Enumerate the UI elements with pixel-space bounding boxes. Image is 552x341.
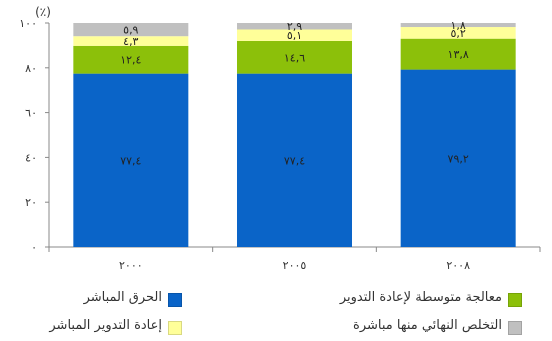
- legend-label: إعادة التدوير المباشر: [49, 318, 162, 333]
- legend-swatch: [508, 321, 522, 335]
- bar-segment: [73, 45, 189, 74]
- x-tick-label: ٢٠٠٥: [283, 259, 307, 272]
- x-tick-label: ٢٠٠٨: [446, 259, 470, 272]
- legend-label: التخلص النهائي منها مباشرة: [353, 318, 502, 333]
- legend-item: التخلص النهائي منها مباشرة: [352, 316, 522, 336]
- bar-segment: [237, 23, 352, 30]
- y-tick-label: ٠: [31, 241, 37, 254]
- data-label: ٢,٩: [287, 20, 302, 33]
- bar-segment: [400, 38, 516, 70]
- bar-segment: [237, 40, 352, 74]
- legend-swatch: [168, 293, 182, 307]
- data-label: ٥,٢: [451, 27, 466, 40]
- data-label: ٧٧,٤: [120, 154, 141, 167]
- bar-segment: [73, 73, 189, 248]
- bar-segment: [73, 36, 189, 46]
- bar-segment: [73, 23, 189, 37]
- data-label: ٤,٣: [123, 35, 138, 48]
- legend-label: الحرق المباشر: [83, 290, 162, 305]
- y-tick-label: ٤٠: [25, 151, 37, 164]
- y-tick-label: ١٠٠: [19, 17, 37, 30]
- legend-item: الحرق المباشر: [12, 288, 182, 308]
- chart-legend: الحرق المباشر معالجة متوسطة لإعادة التدوي…: [0, 280, 552, 341]
- y-tick-label: ٢٠: [25, 196, 37, 209]
- data-label: ٧٧,٤: [284, 154, 305, 167]
- data-label: ٥,٩: [123, 24, 138, 37]
- bar-segment: [400, 69, 516, 247]
- legend-item: معالجة متوسطة لإعادة التدوير: [340, 288, 522, 308]
- bar-segment: [237, 29, 352, 41]
- legend-item: إعادة التدوير المباشر: [12, 316, 182, 336]
- legend-swatch: [168, 321, 182, 335]
- data-label: ٥,١: [287, 29, 302, 42]
- data-label: ٧٩,٢: [448, 152, 469, 165]
- data-label: ١٣,٨: [448, 48, 469, 61]
- y-tick-label: ٨٠: [25, 62, 37, 75]
- bar-segment: [237, 73, 352, 248]
- data-label: ١٢,٤: [120, 54, 141, 67]
- y-axis-unit-label: (٪): [35, 5, 51, 19]
- bar-segment: [400, 23, 516, 28]
- legend-swatch: [508, 293, 522, 307]
- x-tick-label: ٢٠٠٠: [119, 259, 143, 272]
- data-label: ١٤,٦: [284, 51, 305, 64]
- stacked-bar-chart: ٠ ٢٠ ٤٠ ٦٠ ٨٠ ١٠٠ ٧٧,٤ ١٢,٤ ٤,٣٥,٩ ٢٠٠٠ ٧٧,٤ ١٤,٦ ٥,…: [19, 5, 541, 272]
- bar-segment: [400, 27, 516, 39]
- legend-label: معالجة متوسطة لإعادة التدوير: [339, 290, 502, 305]
- data-label: ١,٨: [451, 19, 466, 32]
- y-tick-label: ٦٠: [25, 107, 37, 120]
- plot-area: ٠ ٢٠ ٤٠ ٦٠ ٨٠ ١٠٠ ٧٧,٤ ١٢,٤ ٤,٣٥,٩ ٢٠٠٠ ٧٧,٤ ١٤,٦ ٥,…: [19, 17, 541, 272]
